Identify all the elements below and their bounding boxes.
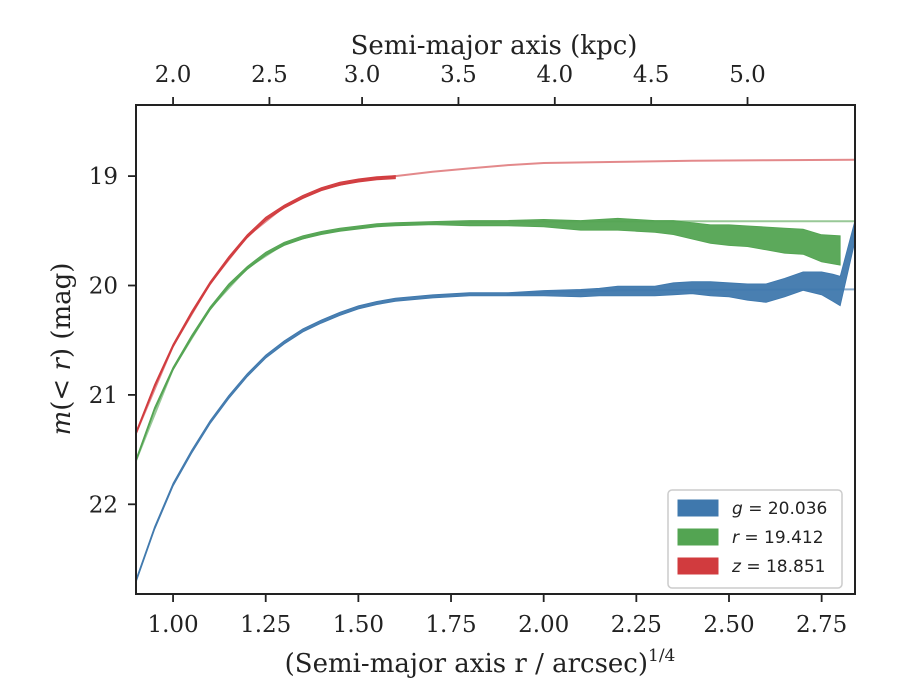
x-axis-bottom: 1.00 1.25 1.50 1.75 2.00 2.25 2.50 2.75 — [147, 594, 847, 638]
legend-swatch-z — [677, 557, 719, 575]
y-tick-label: 22 — [89, 492, 118, 518]
x-tick-label-bottom: 1.50 — [333, 612, 384, 638]
x-axis-top: 2.0 2.5 3.0 3.5 4.0 4.5 5.0 — [155, 62, 766, 105]
y-axis: 19 20 21 22 — [89, 164, 136, 518]
x-tick-label-bottom: 1.75 — [425, 612, 476, 638]
y-tick-label: 20 — [89, 274, 118, 300]
x-tick-label-bottom: 1.00 — [147, 612, 198, 638]
legend-swatch-r — [677, 528, 719, 546]
x-tick-label-bottom: 2.50 — [703, 612, 754, 638]
y-axis-label: m(< r) (mag) — [47, 263, 77, 436]
legend-swatch-g — [677, 499, 719, 517]
x-tick-label-top: 2.5 — [251, 62, 288, 88]
model-line-1 — [136, 220, 855, 461]
x-tick-label-bottom: 2.25 — [611, 612, 662, 638]
y-tick-label: 21 — [89, 383, 118, 409]
x-tick-label-bottom: 2.75 — [796, 612, 847, 638]
x-tick-label-top: 5.0 — [729, 62, 766, 88]
y-tick-label: 19 — [89, 164, 118, 190]
legend-label-g: g = 20.036 — [732, 499, 827, 519]
x-tick-label-top: 4.5 — [633, 62, 670, 88]
x-tick-label-top: 4.0 — [537, 62, 574, 88]
x-tick-label-top: 3.5 — [440, 62, 477, 88]
x-axis-bottom-label: (Semi-major axis r / arcsec)1/4 — [285, 646, 676, 679]
x-tick-label-top: 2.0 — [155, 62, 192, 88]
series-band-z — [136, 175, 396, 435]
plot-layer — [136, 158, 855, 583]
legend-label-r: r = 19.412 — [732, 528, 824, 548]
x-tick-label-bottom: 2.00 — [518, 612, 569, 638]
series-band-g — [136, 220, 855, 583]
legend: g = 20.036 r = 19.412 z = 18.851 — [667, 489, 843, 589]
x-tick-label-top: 3.0 — [344, 62, 381, 88]
plot-frame — [135, 104, 856, 595]
x-tick-label-bottom: 1.25 — [240, 612, 291, 638]
x-axis-bottom-label-exponent: 1/4 — [648, 646, 675, 666]
x-axis-top-label: Semi-major axis (kpc) — [351, 31, 638, 61]
legend-label-z: z = 18.851 — [731, 557, 825, 577]
series-band-r — [136, 217, 841, 463]
